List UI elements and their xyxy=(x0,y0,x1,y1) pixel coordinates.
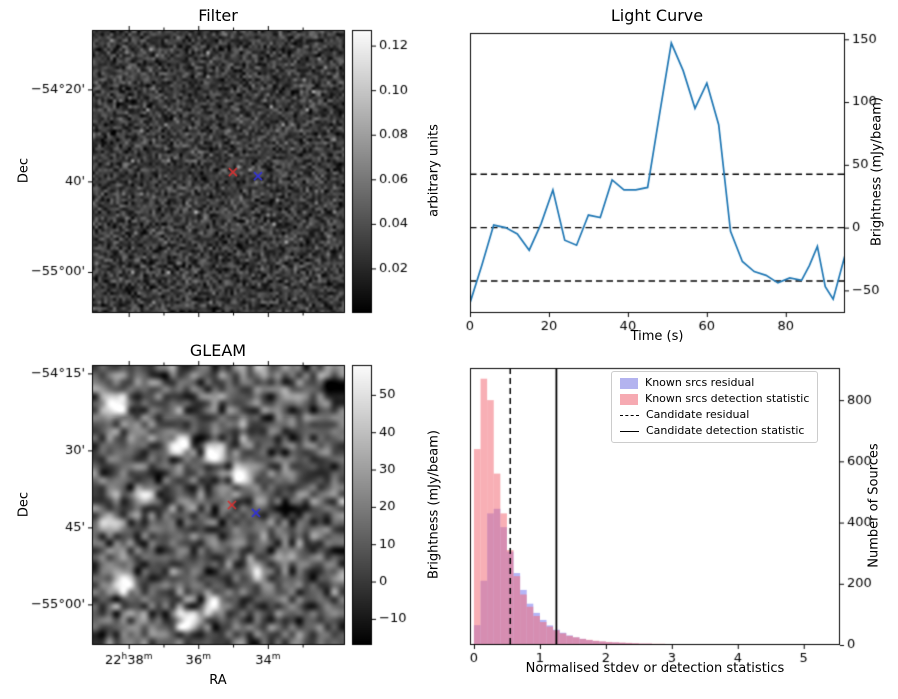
legend-item-detection: Known srcs detection statistic xyxy=(620,393,809,405)
gleam-xlabel-ra: RA xyxy=(209,673,227,688)
legend-item-residual: Known srcs residual xyxy=(620,377,809,389)
legend-dashed-line-swatch xyxy=(620,414,639,416)
legend-swatch-residual xyxy=(620,377,638,389)
legend-solid-line-swatch xyxy=(620,430,639,432)
legend-label-candidate-residual: Candidate residual xyxy=(646,408,750,421)
histogram-xlabel: Normalised stdev or detection statistics xyxy=(525,661,785,676)
histogram-legend: Known srcs residual Known srcs detection… xyxy=(611,371,819,443)
gleam-title: GLEAM xyxy=(189,341,247,360)
histogram-ylabel: Number of Sources xyxy=(866,443,882,568)
light-curve-ylabel: Brightness (mJy/beam) xyxy=(869,97,885,246)
filter-title: Filter xyxy=(198,6,238,25)
legend-label-residual: Known srcs residual xyxy=(645,376,755,389)
filter-colorbar-label: arbitrary units xyxy=(426,124,442,217)
light-curve-xlabel: Time (s) xyxy=(630,329,684,344)
filter-ylabel-dec: Dec xyxy=(16,157,32,184)
gleam-ylabel-dec: Dec xyxy=(16,491,32,518)
legend-item-candidate-residual: Candidate residual xyxy=(620,409,809,421)
gleam-colorbar-label: Brightness (mJy/beam) xyxy=(426,430,442,579)
legend-label-detection: Known srcs detection statistic xyxy=(645,392,810,405)
legend-swatch-detection xyxy=(620,393,638,405)
light-curve-title: Light Curve xyxy=(610,6,704,25)
legend-item-candidate-detection: Candidate detection statistic xyxy=(620,425,809,437)
legend-label-candidate-detection: Candidate detection statistic xyxy=(646,424,805,437)
